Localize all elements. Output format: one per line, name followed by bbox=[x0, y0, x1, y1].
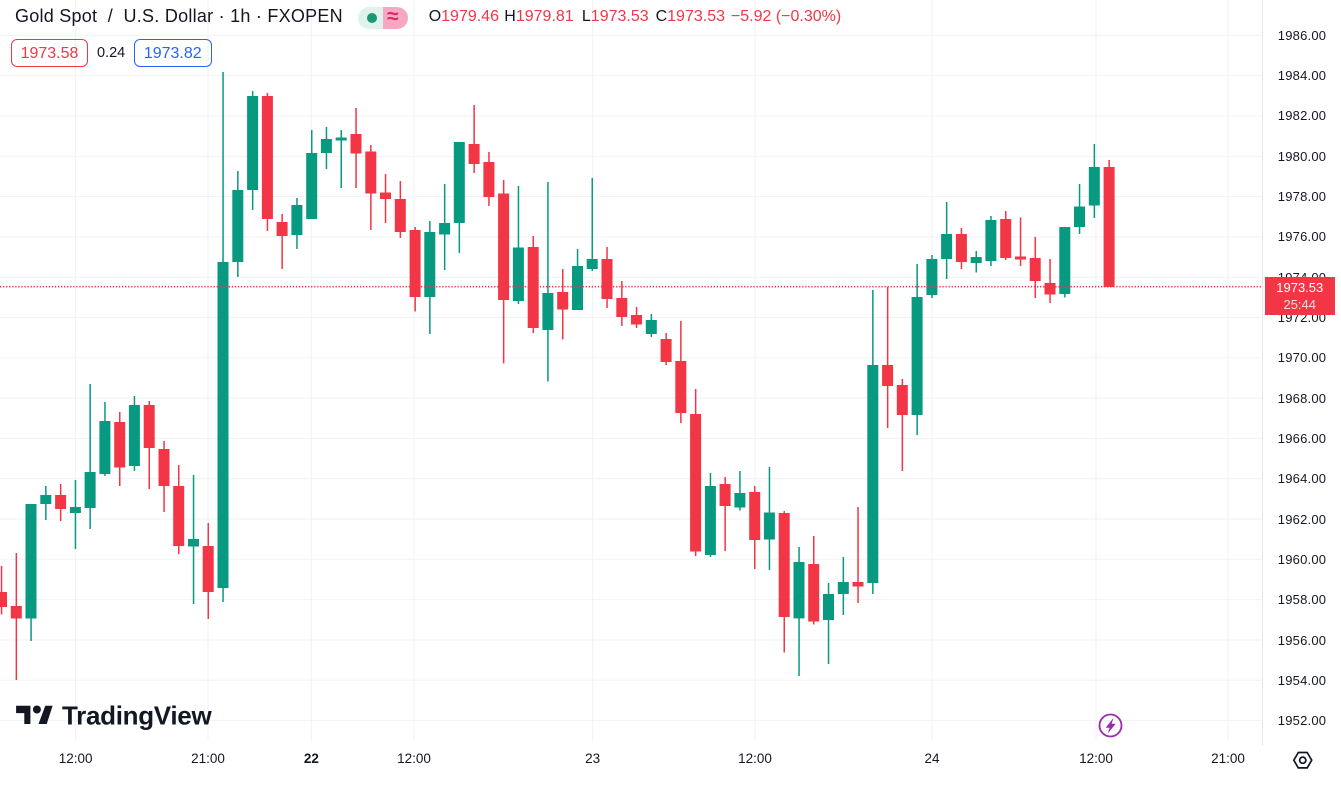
svg-text:TradingView: TradingView bbox=[62, 705, 212, 731]
